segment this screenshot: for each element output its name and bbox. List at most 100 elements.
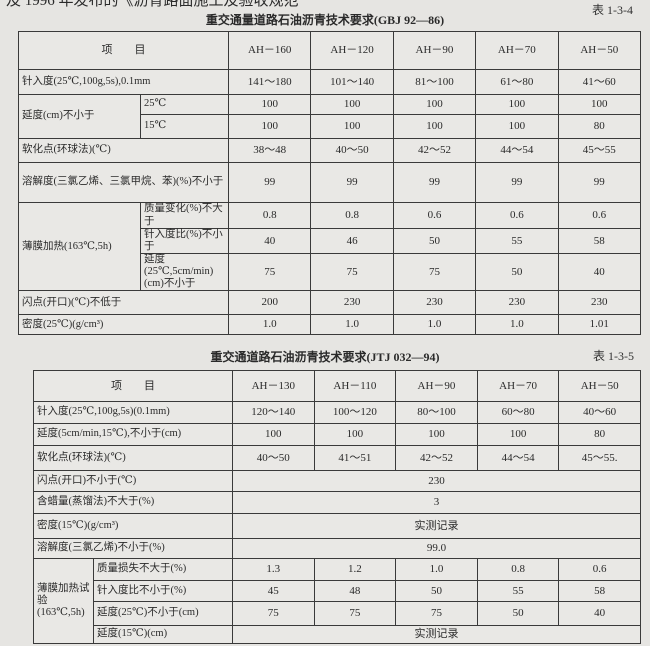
value-cell: 100: [310, 94, 394, 115]
table-row: 含蜡量(蒸馏法)不大于(%) 3: [33, 491, 641, 514]
value-cell: 100: [395, 423, 478, 446]
row-label: 密度(15℃)(g/cm³): [33, 513, 233, 539]
value-cell: 200: [227, 290, 312, 316]
table-row: 针入度(25℃,100g,5s)(0.1mm) 120～140 100～120 80～…: [33, 401, 641, 424]
value-cell: 75: [395, 601, 478, 626]
sub-label: 质量变化(%)不大于: [140, 202, 229, 229]
table-row: 软化点(环球法)(℃) 40～50 41～51 42～52 44～54 45～55.: [33, 445, 641, 471]
value-cell: 100: [227, 94, 312, 115]
value-cell: 230: [232, 470, 641, 492]
value-cell: 44～54: [475, 138, 559, 163]
grade-header: AH－130: [232, 370, 315, 402]
value-cell: 99: [392, 162, 477, 203]
value-cell: 100: [475, 94, 559, 115]
value-cell: 101～140: [310, 69, 394, 95]
value-cell: 0.6: [557, 202, 641, 229]
value-cell: 55: [475, 227, 559, 255]
row-label: 溶解度(三氯乙烯)不小于(%): [33, 538, 233, 559]
value-cell: 46: [310, 227, 394, 255]
table2-title: 重交通道路石油沥青技术要求(JTJ 032—94): [210, 350, 440, 364]
value-cell: 实测记录: [232, 625, 641, 644]
item-header: 项 目: [33, 370, 233, 402]
value-cell: 230: [475, 290, 559, 316]
value-cell: 75: [392, 253, 477, 292]
row-label: 含蜡量(蒸馏法)不大于(%): [33, 491, 233, 514]
value-cell: 80～100: [395, 401, 478, 424]
row-label: 软化点(环球法)(℃): [18, 138, 229, 163]
sub-label: 延度(25℃)不小于(cm): [93, 601, 233, 626]
value-cell: 实测记录: [232, 513, 641, 539]
row-label: 闪点(开口)不小于(℃): [33, 470, 233, 492]
table-row: 软化点(环球法)(℃) 38～48 40～50 42～52 44～54 45～55: [18, 138, 641, 163]
row-label: 密度(25℃)(g/cm³): [18, 314, 229, 336]
value-cell: 1.0: [475, 314, 559, 336]
group-label: 薄膜加热(163℃,5h): [18, 201, 141, 292]
grade-header: AH－70: [475, 31, 559, 70]
table-row: 延度(15℃)(cm) 实测记录: [34, 625, 641, 644]
value-cell: 55: [476, 580, 560, 602]
value-cell: 0.8: [476, 558, 560, 581]
table-row: 闪点(开口)不小于(℃) 230: [33, 470, 641, 492]
value-cell: 50: [395, 580, 478, 602]
value-cell: 100: [476, 423, 560, 446]
sub-label: 针入度比(%)不小于: [140, 227, 229, 255]
row-label: 延度(5cm/min,15℃),不小于(cm): [33, 423, 233, 446]
header-row: 项 目 AH－160 AH－120 AH－90 AH－70 AH－50: [18, 31, 641, 70]
value-cell: 58: [557, 227, 641, 255]
value-cell: 45～55.: [558, 445, 641, 471]
table-row: 延度(25℃,5cm/min)(cm)不小于 75 75 75 50 40: [19, 253, 641, 292]
value-cell: 1.0: [227, 314, 312, 336]
table-row: 针入度比不小于(%) 45 48 50 55 58: [34, 580, 641, 602]
value-cell: 45～55: [557, 138, 641, 163]
table-row: 薄膜加热(163℃,5h) 质量变化(%)不大于 0.8 0.8 0.6 0.6 0.6: [18, 201, 641, 292]
grade-header: AH－120: [310, 31, 394, 70]
value-cell: 100: [475, 114, 559, 139]
grade-header: AH－50: [558, 370, 641, 402]
value-cell: 100: [313, 423, 397, 446]
table-row: 密度(15℃)(g/cm³) 实测记录: [33, 513, 641, 539]
table2-number: 表 1-3-5: [593, 349, 634, 363]
grade-header: AH－110: [313, 370, 397, 402]
value-cell: 42～52: [395, 445, 478, 471]
item-header: 项 目: [18, 31, 229, 70]
table-row: 针入度(25℃,100g,5s),0.1mm 141～180 101～140 81～1…: [18, 69, 641, 95]
value-cell: 0.6: [558, 558, 641, 581]
value-cell: 100: [392, 114, 477, 139]
table-jtj-032-94: 项 目 AH－130 AH－110 AH－90 AH－70 AH－50 针入度(25℃,10…: [33, 370, 641, 644]
value-cell: 40～50: [232, 445, 315, 471]
value-cell: 50: [476, 601, 560, 626]
grade-header: AH－160: [227, 31, 312, 70]
table-row: 延度(cm)不小于 25℃ 100 100 100 100 100: [18, 94, 641, 139]
sub-label: 25℃: [140, 94, 229, 115]
table-row: 密度(25℃)(g/cm³) 1.0 1.0 1.0 1.0 1.01: [18, 314, 641, 336]
table-row: 薄膜加热试验(163℃,5h) 质量损失不大于(%) 1.3 1.2 1.0 0.8 0.6: [33, 558, 641, 644]
value-cell: 1.01: [557, 314, 641, 336]
sub-label: 针入度比不小于(%): [93, 580, 233, 602]
value-cell: 1.2: [313, 558, 397, 581]
sub-label: 质量损失不大于(%): [93, 558, 233, 581]
value-cell: 75: [310, 253, 394, 292]
value-cell: 0.6: [475, 202, 559, 229]
grade-header: AH－70: [476, 370, 560, 402]
table-row: 延度(5cm/min,15℃),不小于(cm) 100 100 100 100 80: [33, 423, 641, 446]
value-cell: 80: [557, 114, 641, 139]
value-cell: 99: [310, 162, 394, 203]
value-cell: 120～140: [232, 401, 315, 424]
sub-label: 延度(15℃)(cm): [93, 625, 233, 644]
value-cell: 60～80: [476, 401, 560, 424]
table-row: 延度(25℃)不小于(cm) 75 75 75 50 40: [34, 601, 641, 626]
value-cell: 100～120: [313, 401, 397, 424]
value-cell: 75: [313, 601, 397, 626]
intro-text: 及 1996 年发布的《沥青路面施工及验收规范: [6, 0, 299, 9]
value-cell: 45: [232, 580, 315, 602]
group-label: 薄膜加热试验(163℃,5h): [33, 558, 94, 644]
grade-header: AH－90: [392, 31, 477, 70]
value-cell: 1.0: [310, 314, 394, 336]
row-label: 闪点(开口)(℃)不低于: [18, 290, 229, 316]
value-cell: 100: [557, 94, 641, 115]
table-row: 15℃ 100 100 100 100 80: [19, 114, 641, 139]
grade-header: AH－90: [395, 370, 478, 402]
sub-label: 延度(25℃,5cm/min)(cm)不小于: [140, 253, 229, 292]
value-cell: 100: [392, 94, 477, 115]
value-cell: 48: [313, 580, 397, 602]
